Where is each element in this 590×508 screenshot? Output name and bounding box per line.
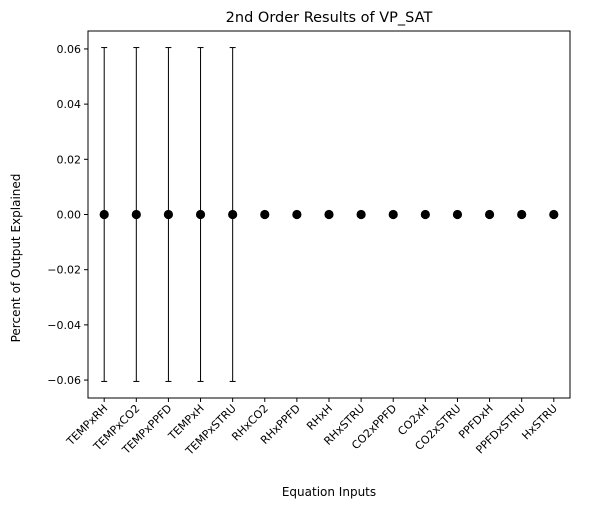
data-point (100, 210, 109, 219)
y-tick-label: −0.02 (47, 264, 81, 277)
y-tick-label: 0.04 (57, 98, 82, 111)
y-tick-label: 0.00 (57, 209, 82, 222)
x-axis-label: Equation Inputs (282, 485, 376, 499)
data-point (196, 210, 205, 219)
data-point (517, 210, 526, 219)
y-tick-label: 0.02 (57, 153, 82, 166)
data-point (324, 210, 333, 219)
data-point (260, 210, 269, 219)
x-tick-label: HxSTRU (519, 402, 559, 442)
data-point (132, 210, 141, 219)
data-point (357, 210, 366, 219)
chart-title: 2nd Order Results of VP_SAT (226, 10, 433, 26)
data-point (453, 210, 462, 219)
data-point (421, 210, 430, 219)
y-tick-label: 0.06 (57, 43, 82, 56)
data-point (549, 210, 558, 219)
data-point (228, 210, 237, 219)
x-axis: TEMPxRHTEMPxCO2TEMPxPPFDTEMPxHTEMPxSTRUR… (63, 398, 559, 458)
data-point (485, 210, 494, 219)
y-axis: −0.06 −0.04 −0.02 0.00 0.02 0.04 0.06 (47, 43, 88, 387)
data-point (164, 210, 173, 219)
data-points (100, 210, 559, 219)
y-tick-label: −0.06 (47, 374, 81, 387)
data-point (292, 210, 301, 219)
data-point (389, 210, 398, 219)
y-axis-label: Percent of Output Explained (9, 174, 23, 343)
y-tick-label: −0.04 (47, 319, 81, 332)
